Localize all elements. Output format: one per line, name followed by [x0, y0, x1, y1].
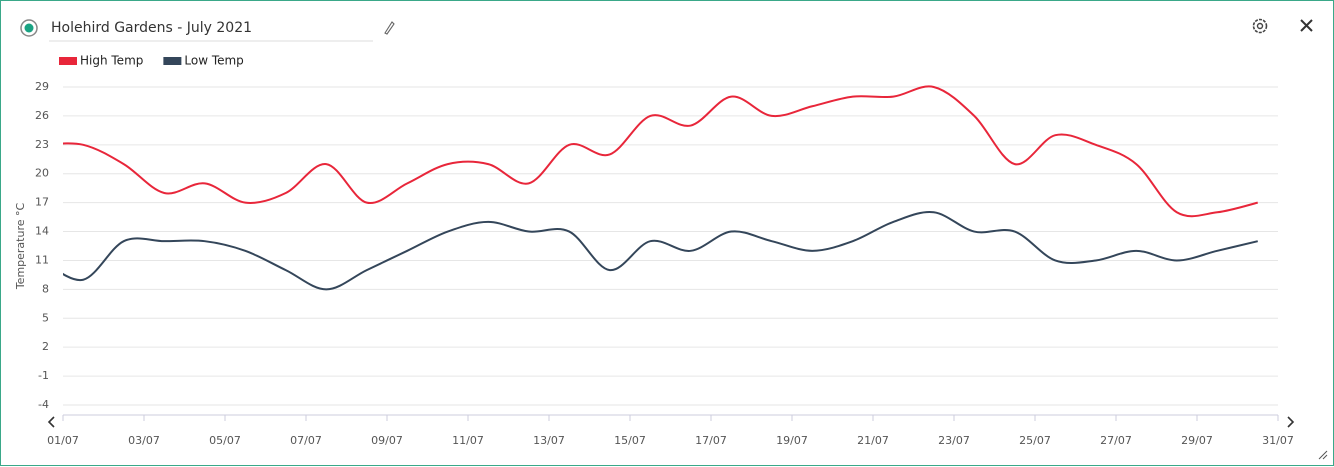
legend-label: High Temp: [80, 54, 143, 68]
x-tick-label: 11/07: [452, 434, 484, 447]
y-tick-label: 2: [42, 340, 49, 353]
plot-area: [63, 85, 1258, 291]
x-tick-label: 19/07: [776, 434, 808, 447]
radio[interactable]: [20, 19, 38, 37]
x-tick-label: 03/07: [128, 434, 160, 447]
y-tick-label: 11: [35, 253, 49, 266]
x-tick-label: 15/07: [614, 434, 646, 447]
next-arrow[interactable]: [1287, 416, 1295, 428]
x-tick-label: 29/07: [1181, 434, 1213, 447]
edit-icon[interactable]: [384, 21, 395, 35]
y-tick-label: 5: [42, 311, 49, 324]
y-tick-label: 17: [35, 196, 49, 209]
radio-dot: [24, 23, 34, 33]
close-icon[interactable]: [1300, 19, 1313, 32]
y-tick-label: 8: [42, 282, 49, 295]
legend-label: Low Temp: [184, 54, 243, 68]
y-tick-label: 26: [35, 109, 49, 122]
y-tick-label: 20: [35, 167, 49, 180]
y-tick-label: -4: [38, 398, 49, 411]
x-tick-label: 23/07: [938, 434, 970, 447]
x-tick-label: 07/07: [290, 434, 322, 447]
x-tick-label: 05/07: [209, 434, 241, 447]
chart-title: Holehird Gardens - July 2021: [51, 20, 252, 36]
resize-handle[interactable]: [1318, 450, 1328, 460]
x-tick-label: 31/07: [1262, 434, 1294, 447]
y-tick-label: 29: [35, 80, 49, 93]
y-axis-label: Temperature °C: [14, 203, 27, 291]
x-tick-label: 25/07: [1019, 434, 1051, 447]
x-tick-label: 01/07: [47, 434, 79, 447]
y-tick-label: 14: [35, 225, 49, 238]
x-tick-label: 17/07: [695, 434, 727, 447]
prev-arrow[interactable]: [47, 416, 55, 428]
legend-swatch: [163, 57, 182, 65]
x-tick-label: 13/07: [533, 434, 565, 447]
series-line: [63, 85, 1258, 218]
y-tick-label: 23: [35, 138, 49, 151]
y-tick-label: -1: [38, 369, 49, 382]
x-tick-label: 09/07: [371, 434, 403, 447]
legend-swatch: [59, 57, 77, 65]
series-line: [63, 211, 1258, 291]
x-tick-label: 27/07: [1100, 434, 1132, 447]
x-tick-label: 21/07: [857, 434, 889, 447]
settings-icon[interactable]: [1252, 18, 1268, 34]
